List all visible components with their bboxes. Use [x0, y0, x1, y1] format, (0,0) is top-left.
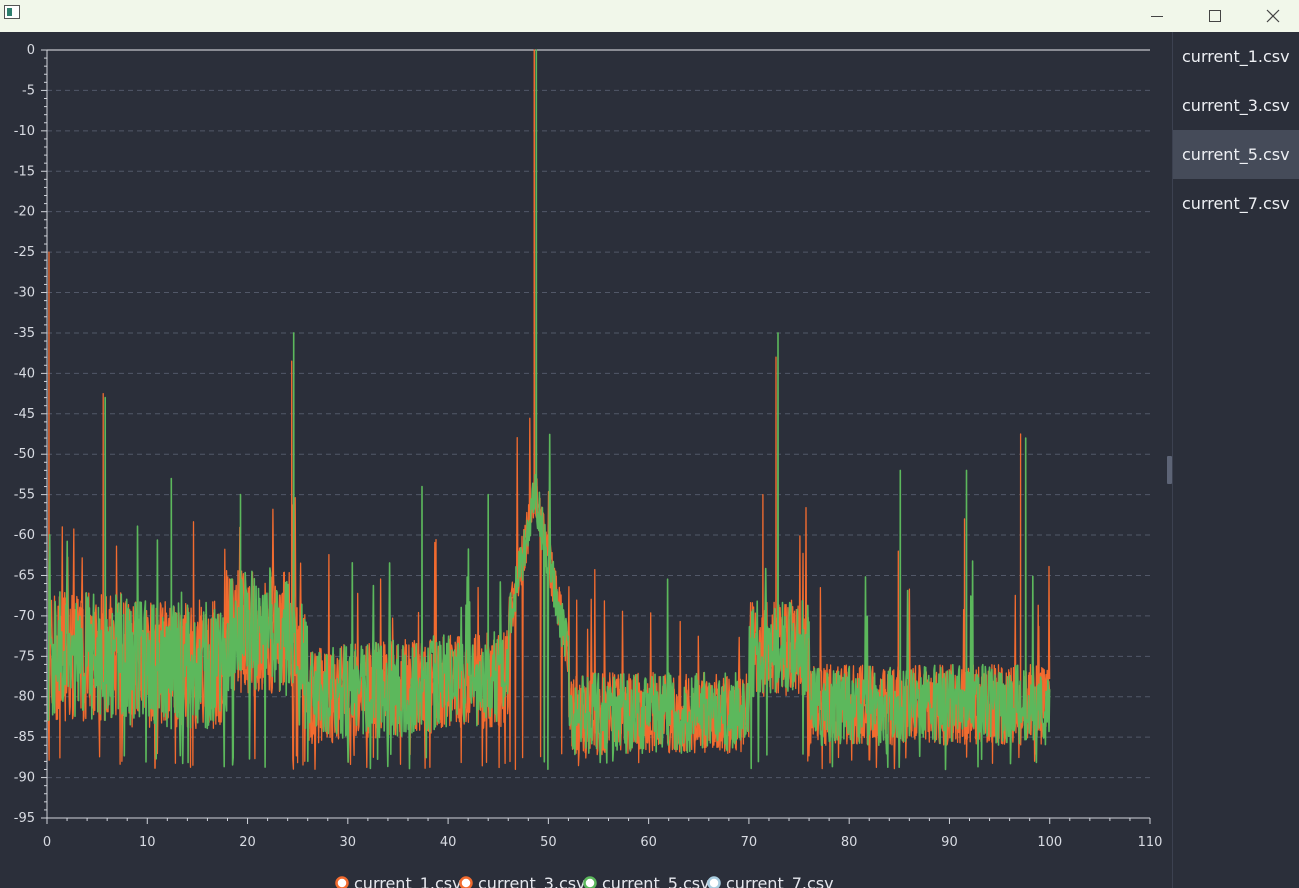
legend-label: current_3.csv [478, 874, 586, 888]
file-list: current_1.csv current_3.csv current_5.cs… [1173, 32, 1299, 888]
y-tick-label: -5 [22, 83, 35, 98]
legend-label: current_7.csv [726, 874, 834, 888]
spectrum-chart[interactable]: 0 -5 -10 -15 -20 -25 -30 -35 -40 -45 -50 -55 -60 -65 -… [0, 32, 1165, 888]
chart-axes: 0 -5 -10 -15 -20 -25 -30 -35 -40 -45 -50 -55 -60 -65 -… [14, 43, 1163, 850]
scrollbar-thumb[interactable] [1167, 456, 1172, 484]
y-tick-label: -40 [14, 366, 35, 381]
y-tick-label: -55 [14, 488, 35, 503]
close-icon [1266, 9, 1280, 23]
legend-item[interactable]: current_3.csv [459, 874, 586, 888]
y-tick-label: -95 [14, 811, 35, 826]
legend-label: current_1.csv [354, 874, 462, 888]
file-list-item[interactable]: current_1.csv [1182, 47, 1290, 66]
y-tick-label: -45 [14, 407, 35, 422]
file-list-item[interactable]: current_3.csv [1182, 96, 1290, 115]
maximize-button[interactable] [1186, 0, 1244, 32]
x-tick-label: 10 [139, 835, 156, 850]
x-tick-label: 110 [1138, 835, 1163, 850]
chart-canvas[interactable]: 0 -5 -10 -15 -20 -25 -30 -35 -40 -45 -50 -55 -60 -65 -… [0, 32, 1165, 888]
title-bar [0, 0, 1299, 32]
y-tick-label: -50 [14, 447, 35, 462]
maximize-icon [1209, 10, 1221, 22]
minimize-button[interactable] [1128, 0, 1186, 32]
legend-item[interactable]: current_7.csv [707, 874, 834, 888]
x-tick-label: 70 [741, 835, 758, 850]
x-tick-label: 80 [841, 835, 858, 850]
file-list-item[interactable]: current_5.csv [1173, 130, 1299, 179]
y-tick-label: -60 [14, 528, 35, 543]
chart-legend[interactable]: current_1.csv current_3.csv current_5.csv c… [335, 874, 834, 888]
x-tick-label: 40 [440, 835, 457, 850]
legend-label: current_5.csv [602, 874, 710, 888]
x-tick-label: 100 [1037, 835, 1062, 850]
app-icon [4, 5, 20, 19]
minimize-icon [1151, 16, 1163, 17]
y-tick-label: -25 [14, 245, 35, 260]
y-tick-label: 0 [27, 43, 35, 58]
file-list-item[interactable]: current_7.csv [1182, 194, 1290, 213]
series-line [47, 49, 1051, 771]
chart-series [47, 49, 1051, 771]
legend-marker [707, 876, 721, 888]
y-tick-label: -30 [14, 286, 35, 301]
legend-marker [459, 876, 473, 888]
y-tick-label: -35 [14, 326, 35, 341]
y-tick-label: -10 [14, 124, 35, 139]
file-list-scrollbar[interactable] [1165, 32, 1173, 888]
x-tick-label: 50 [540, 835, 557, 850]
legend-item[interactable]: current_1.csv [335, 874, 462, 888]
y-tick-label: -15 [14, 164, 35, 179]
y-tick-label: -80 [14, 690, 35, 705]
legend-marker [583, 876, 597, 888]
y-tick-label: -75 [14, 649, 35, 664]
x-tick-label: 60 [640, 835, 657, 850]
x-tick-label: 30 [340, 835, 357, 850]
x-tick-label: 90 [941, 835, 958, 850]
y-tick-label: -85 [14, 730, 35, 745]
legend-marker [335, 876, 349, 888]
y-tick-label: -65 [14, 568, 35, 583]
close-button[interactable] [1244, 0, 1299, 32]
y-tick-label: -70 [14, 609, 35, 624]
x-tick-label: 20 [239, 835, 256, 850]
y-tick-label: -20 [14, 205, 35, 220]
x-tick-label: 0 [43, 835, 51, 850]
y-tick-label: -90 [14, 771, 35, 786]
legend-item[interactable]: current_5.csv [583, 874, 710, 888]
